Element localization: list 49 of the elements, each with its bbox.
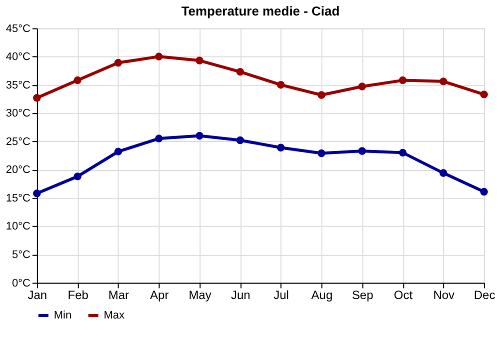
y-tick-label: 30°C — [6, 108, 31, 120]
x-tick-label: Jul — [274, 288, 289, 302]
x-tick-label: Jan — [28, 288, 48, 302]
point — [398, 148, 407, 157]
point — [74, 76, 82, 84]
point — [196, 132, 204, 140]
point — [440, 169, 448, 177]
x-tick-label: Nov — [433, 288, 455, 302]
point — [114, 58, 122, 67]
x-tick-label: Aug — [311, 288, 333, 302]
y-tick-label: 25°C — [6, 136, 31, 148]
x-tick-label: Apr — [150, 288, 169, 302]
point — [358, 147, 366, 155]
legend-label: Min — [54, 309, 72, 322]
point — [318, 149, 326, 158]
legend-label: Max — [104, 309, 126, 322]
x-tick-label: Sep — [352, 288, 374, 302]
x-tick-label: Oct — [394, 288, 414, 302]
point — [480, 188, 488, 196]
point — [74, 172, 82, 180]
y-tick-label: 40°C — [6, 51, 31, 64]
point — [480, 90, 488, 98]
point — [33, 94, 41, 102]
point — [236, 68, 244, 76]
y-tick-label: 0°C — [12, 277, 31, 290]
point — [114, 148, 122, 156]
y-tick-label: 45°C — [6, 22, 31, 35]
point — [155, 134, 163, 142]
point — [155, 52, 163, 60]
point — [440, 78, 448, 86]
y-tick-label: 35°C — [6, 79, 31, 92]
y-tick-label: 10°C — [6, 220, 31, 233]
point — [196, 56, 204, 64]
y-tick-label: 15°C — [6, 192, 31, 204]
x-tick-label: Feb — [68, 288, 89, 302]
chart-title: Temperature medie - Ciad — [181, 3, 340, 18]
y-tick-label: 20°C — [6, 164, 31, 176]
point — [318, 91, 326, 99]
point — [276, 80, 285, 89]
point — [398, 76, 407, 84]
x-tick-label: Jun — [231, 288, 250, 302]
point — [276, 144, 285, 152]
x-tick-label: Mar — [108, 288, 130, 302]
x-tick-label: May — [188, 288, 212, 302]
y-tick-label: 5°C — [12, 248, 31, 261]
point — [358, 82, 366, 90]
point — [236, 136, 244, 144]
x-tick-label: Dec — [474, 288, 496, 302]
point — [33, 190, 41, 198]
